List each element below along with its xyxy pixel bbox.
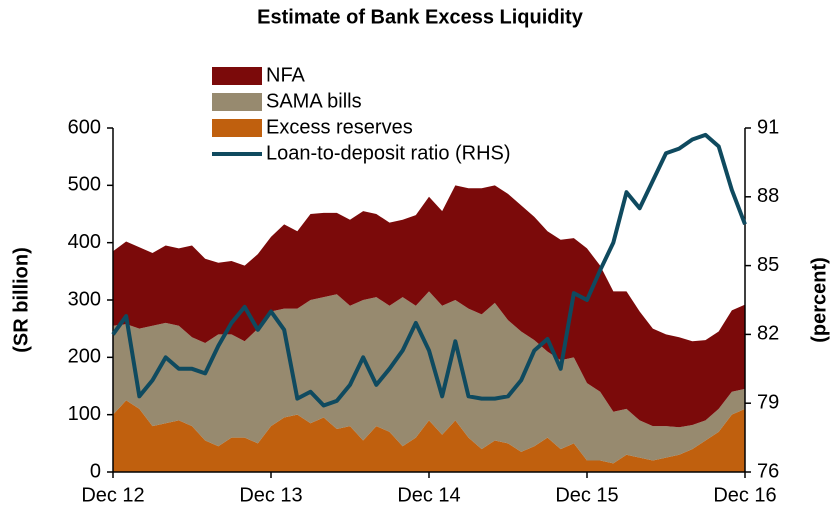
area [113,400,745,472]
legend-swatch [212,119,262,137]
y-tick-label: 0 [90,460,101,482]
y-tick-label: 300 [68,288,101,310]
y2-tick-label: 82 [757,323,779,345]
y2-tick-label: 79 [757,391,779,413]
y2-tick-label: 76 [757,460,779,482]
y-tick-label: 400 [68,231,101,253]
y-tick-label: 600 [68,116,101,138]
x-tick-label: Dec 16 [713,484,776,506]
y-tick-label: 200 [68,346,101,368]
legend-label: Excess reserves [266,116,413,138]
chart-title: Estimate of Bank Excess Liquidity [257,6,584,28]
legend-label: NFA [266,64,306,86]
legend-swatch [212,93,262,111]
legend-swatch [212,67,262,85]
y2-tick-label: 91 [757,116,779,138]
x-tick-label: Dec 13 [239,484,302,506]
y-axis-title: (SR billion) [10,247,32,353]
y2-tick-label: 88 [757,185,779,207]
area [113,185,745,428]
y-tick-label: 100 [68,403,101,425]
line [111,132,747,408]
x-tick-label: Dec 12 [81,484,144,506]
x-tick-label: Dec 15 [555,484,618,506]
y2-axis-title: (percent) [808,257,830,343]
x-tick-label: Dec 14 [397,484,460,506]
area [113,291,745,464]
y-tick-label: 500 [68,174,101,196]
legend-label: Loan-to-deposit ratio (RHS) [266,142,511,164]
y2-tick-label: 85 [757,254,779,276]
legend-label: SAMA bills [266,90,362,112]
